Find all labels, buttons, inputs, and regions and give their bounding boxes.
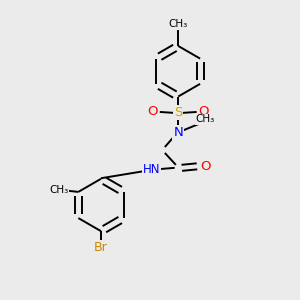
Text: Br: Br [94, 241, 108, 254]
Text: CH₃: CH₃ [169, 19, 188, 29]
Text: CH₃: CH₃ [50, 185, 69, 195]
Text: N: N [173, 126, 183, 139]
Text: O: O [199, 106, 209, 118]
Text: S: S [174, 106, 182, 119]
Text: CH₃: CH₃ [195, 114, 214, 124]
Text: O: O [200, 160, 211, 173]
Text: HN: HN [143, 163, 160, 176]
Text: O: O [147, 106, 158, 118]
